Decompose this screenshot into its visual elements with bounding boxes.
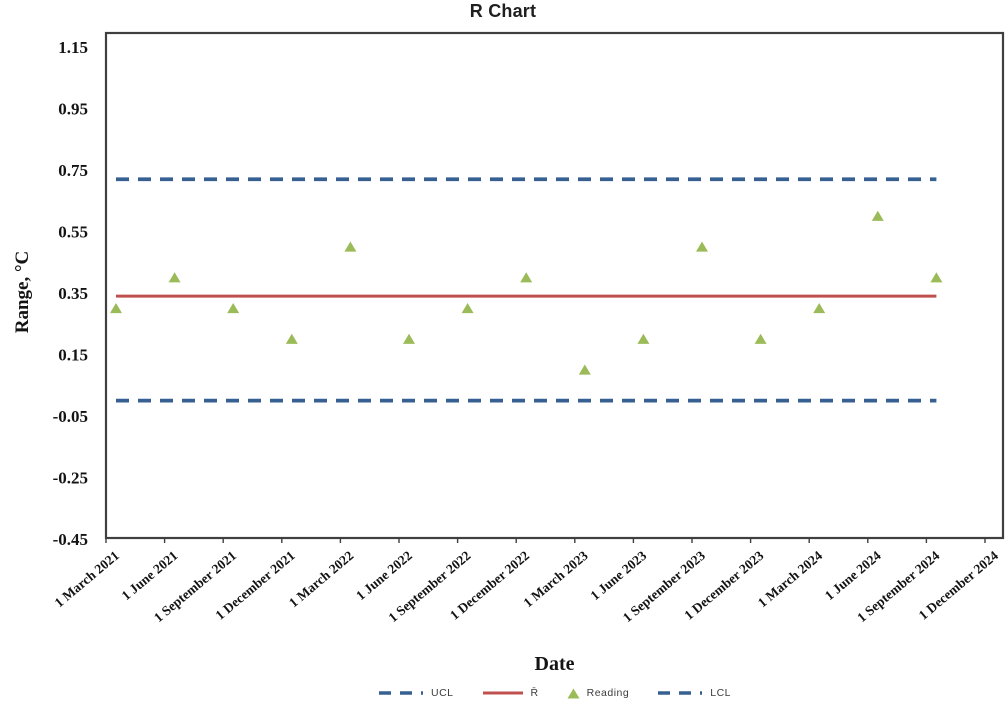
reading-marker (110, 302, 122, 314)
reading-marker (168, 272, 181, 283)
legend-label-ucl: UCL (431, 687, 454, 699)
y-tick-label: 0.15 (58, 346, 88, 365)
reading-marker (285, 333, 298, 344)
dashed-line-icon (379, 691, 423, 695)
legend-item-reading: Reading (567, 687, 630, 699)
reading-marker (637, 333, 650, 344)
reading-marker (813, 302, 826, 314)
x-tick-label: 1 June 2022 (353, 548, 415, 604)
x-tick-label: 1 June 2021 (119, 548, 181, 604)
reading-marker (227, 302, 240, 314)
solid-line-icon (482, 691, 523, 695)
legend-label-rbar: R̄ (530, 687, 539, 699)
y-tick-label: 0.35 (58, 284, 88, 303)
reading-marker (578, 364, 591, 375)
x-tick-label: 1 June 2023 (587, 548, 649, 604)
legend-label-reading: Reading (586, 687, 630, 699)
reading-marker (696, 241, 708, 252)
reading-marker (520, 272, 533, 283)
legend: UCL R̄ Reading LCL (106, 687, 1003, 699)
reading-marker (344, 241, 357, 252)
reading-marker (403, 333, 415, 344)
y-tick-label: -0.25 (53, 469, 88, 488)
y-tick-label: 0.55 (58, 223, 88, 242)
legend-item-ucl: UCL (378, 687, 454, 699)
x-axis-title: Date (534, 653, 575, 675)
y-tick-label: -0.05 (53, 407, 88, 426)
y-tick-label: 0.75 (58, 161, 88, 180)
x-tick-label: 1 March 2022 (286, 548, 357, 611)
legend-label-lcl: LCL (710, 687, 731, 699)
x-tick-label: 1 March 2024 (755, 548, 826, 611)
y-tick-label: 0.95 (58, 100, 88, 119)
plot-frame (104, 31, 1005, 540)
reading-marker (871, 210, 884, 221)
reading-marker (930, 272, 943, 283)
legend-item-lcl: LCL (657, 687, 731, 699)
y-tick-label: -0.45 (53, 530, 88, 549)
y-axis-title: Range, °C (12, 250, 33, 334)
x-tick-label: 1 June 2024 (822, 548, 884, 604)
x-tick-label: 1 March 2023 (520, 548, 591, 611)
chart-title: R Chart (469, 1, 537, 21)
reading-marker (461, 302, 474, 314)
x-tick-label: 1 March 2021 (52, 548, 123, 611)
triangle-marker-icon (567, 688, 580, 698)
y-tick-label: 1.15 (58, 38, 88, 57)
dashed-line-icon (658, 691, 703, 695)
reading-marker (754, 333, 767, 344)
legend-item-rbar: R̄ (482, 687, 539, 699)
